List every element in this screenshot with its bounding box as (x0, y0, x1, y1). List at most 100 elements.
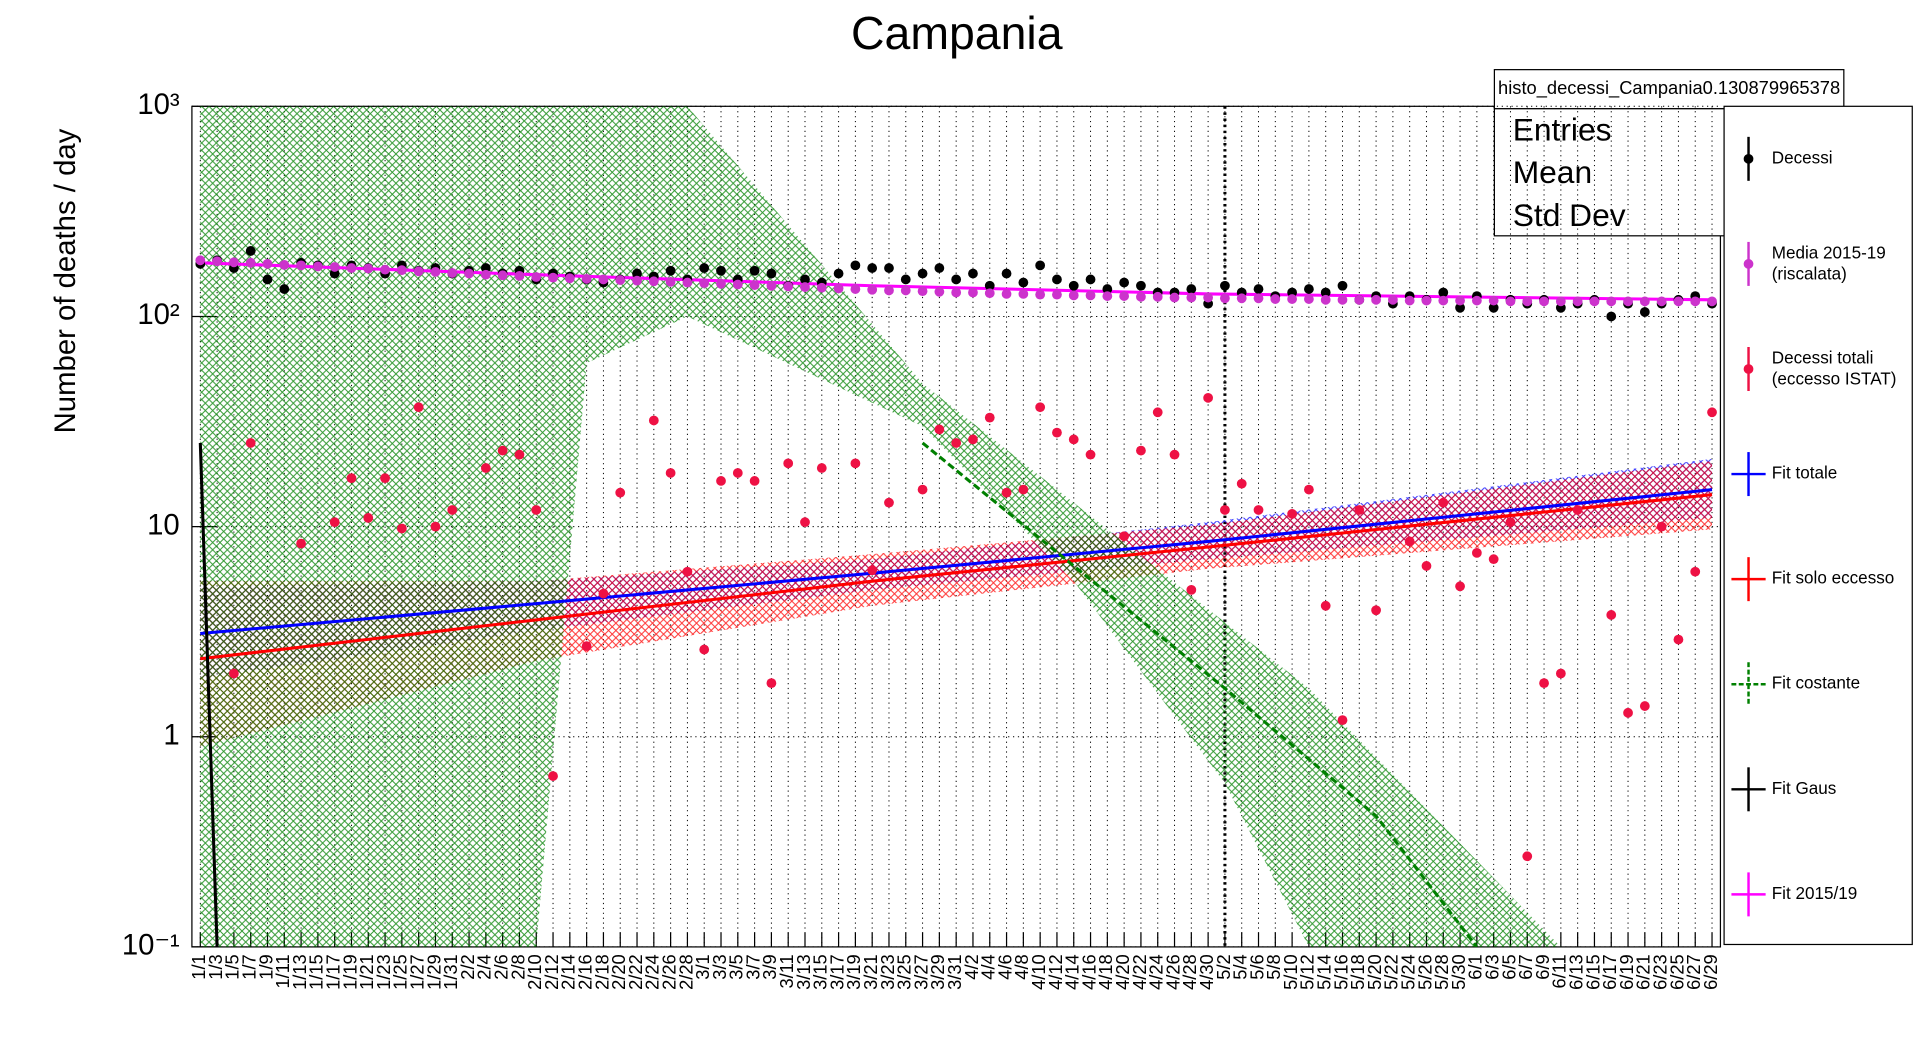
data-point (262, 258, 273, 269)
legend-label: Media 2015-19 (1772, 244, 1886, 263)
x-tick-label: 2/10 (524, 954, 545, 990)
data-point (1136, 445, 1146, 456)
data-point (984, 288, 995, 299)
x-tick-label: 1/9 (255, 954, 276, 979)
data-point (1068, 434, 1079, 445)
data-point (648, 276, 659, 287)
data-point (1119, 277, 1130, 288)
x-tick-label: 6/17 (1599, 954, 1620, 990)
data-point (598, 588, 609, 599)
data-point (245, 246, 256, 256)
data-point (934, 286, 945, 297)
data-point (951, 287, 962, 298)
data-point (514, 449, 525, 460)
x-tick-label: 2/6 (490, 954, 511, 979)
x-tick-label: 6/9 (1532, 954, 1553, 979)
data-point (1320, 600, 1331, 611)
data-point (581, 273, 592, 284)
data-point (312, 261, 323, 272)
data-point (1555, 296, 1566, 307)
data-point (984, 412, 995, 423)
stats-box: histo_decessi_Campania0.130879965378 (1493, 69, 1845, 237)
data-point (497, 445, 508, 456)
data-point (951, 438, 962, 448)
data-point (682, 277, 693, 288)
data-point (531, 505, 542, 515)
y-tick-label: 1 (163, 719, 179, 752)
data-point (850, 284, 861, 294)
data-point (1337, 280, 1348, 291)
data-point (615, 275, 626, 285)
legend-label: Fit 2015/19 (1772, 884, 1858, 903)
x-tick-label: 1/23 (373, 954, 394, 990)
data-point (850, 260, 861, 271)
data-point (581, 641, 592, 652)
x-tick-label: 3/1 (692, 954, 713, 979)
x-tick-label: 1/3 (205, 954, 226, 979)
x-tick-label: 6/23 (1649, 954, 1670, 990)
data-point (900, 274, 911, 285)
data-point (1606, 296, 1617, 307)
x-tick-label: 5/14 (1314, 954, 1335, 990)
x-tick-label: 5/2 (1213, 954, 1234, 979)
y-axis-label: Number of deaths / day (49, 128, 82, 433)
x-tick-label: 6/11 (1549, 954, 1570, 988)
data-point (900, 285, 911, 296)
legend-label: (riscalata) (1772, 264, 1847, 283)
x-tick-label: 3/3 (709, 954, 730, 979)
data-point (1387, 294, 1398, 305)
data-point (1455, 581, 1465, 592)
y-tick-label: 10³ (137, 88, 180, 121)
legend-label: (eccesso ISTAT) (1772, 370, 1897, 389)
data-point (1623, 296, 1633, 307)
data-point (783, 281, 794, 292)
data-point (800, 274, 810, 285)
data-point (1052, 274, 1062, 285)
data-point (1136, 280, 1146, 291)
data-point (447, 505, 458, 515)
data-point (1421, 295, 1432, 306)
x-tick-label: 3/31 (944, 954, 965, 990)
data-point (1236, 478, 1247, 489)
x-tick-label: 4/28 (1179, 954, 1200, 990)
data-point (1085, 449, 1096, 460)
stats-title: histo_decessi_Campania0.130879965378 (1498, 77, 1840, 99)
x-tick-label: 1/13 (289, 954, 310, 990)
data-point (1522, 296, 1533, 307)
x-tick-label: 4/22 (1129, 954, 1150, 990)
x-tick-label: 6/15 (1582, 954, 1603, 990)
data-point (430, 521, 441, 532)
x-tick-label: 3/17 (826, 954, 847, 990)
data-point (716, 278, 726, 289)
data-point (716, 265, 726, 276)
data-point (699, 644, 710, 655)
x-tick-label: 3/11 (776, 954, 797, 988)
x-tick-label: 2/28 (675, 954, 696, 990)
x-tick-label: 1/5 (222, 954, 243, 979)
data-point (279, 284, 290, 294)
data-point (329, 262, 340, 272)
x-tick-label: 4/12 (1045, 954, 1066, 990)
data-point (1707, 296, 1717, 307)
legend-label: Fit costante (1772, 674, 1860, 693)
data-point (1203, 292, 1214, 303)
fit-band (200, 106, 1561, 947)
x-tick-label: 3/21 (860, 954, 881, 990)
x-tick-label: 4/10 (1028, 954, 1049, 990)
data-point (1068, 280, 1079, 291)
x-tick-label: 6/7 (1515, 954, 1536, 979)
x-tick-label: 1/27 (407, 954, 428, 990)
data-point (867, 284, 878, 295)
data-point (816, 282, 827, 293)
x-tick-label: 2/12 (541, 954, 562, 990)
fit-line (198, 442, 219, 947)
data-point (1589, 296, 1600, 307)
x-tick-label: 3/9 (759, 954, 780, 979)
data-point (1404, 295, 1415, 306)
x-tick-label: 4/2 (961, 954, 982, 979)
y-tick-label: 10² (137, 298, 180, 331)
data-point (749, 265, 760, 276)
data-point (1404, 536, 1415, 547)
points (195, 246, 1717, 862)
